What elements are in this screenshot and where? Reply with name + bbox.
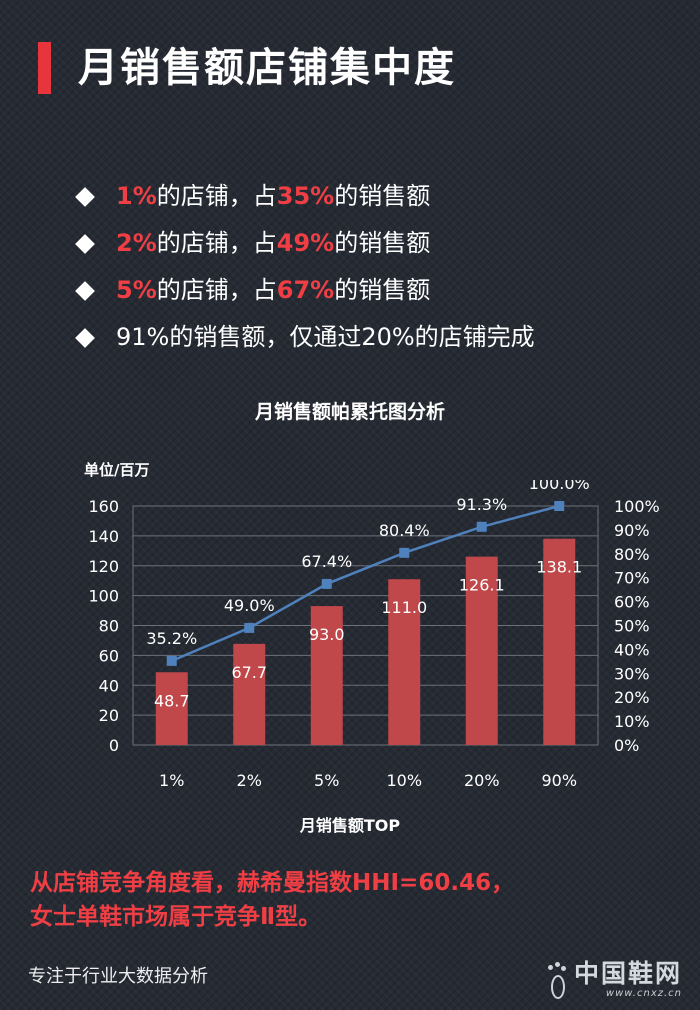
bullet-text: 的销售额 bbox=[334, 276, 431, 304]
chart-title: 月销售额帕累托图分析 bbox=[254, 401, 445, 423]
y2-tick-label: 20% bbox=[614, 688, 650, 707]
y-tick-label: 20 bbox=[99, 706, 119, 725]
y-tick-label: 120 bbox=[88, 557, 119, 576]
highlight-value: 35% bbox=[276, 182, 335, 210]
bar-data-label: 126.1 bbox=[459, 576, 505, 595]
x-tick-label: 1% bbox=[159, 771, 184, 790]
logo-url: www.cnxz.cn bbox=[605, 988, 682, 999]
y2-tick-label: 10% bbox=[614, 712, 650, 731]
x-tick-label: 20% bbox=[464, 771, 500, 790]
bar bbox=[233, 643, 266, 745]
bar bbox=[388, 579, 421, 745]
y-tick-label: 160 bbox=[88, 497, 119, 516]
y2-tick-label: 60% bbox=[614, 593, 650, 612]
line-data-label: 91.3% bbox=[456, 495, 507, 514]
highlight-value: 5% bbox=[116, 276, 157, 304]
conclusion-text: 从店铺竞争角度看，赫希曼指数HHI=60.46， 女士单鞋市场属于竞争Ⅱ型。 bbox=[30, 866, 514, 934]
list-item: 5% 的店铺，占 67% 的销售额 bbox=[72, 267, 535, 314]
diamond-bullet-icon bbox=[75, 186, 95, 207]
bullet-text: 的店铺，占 bbox=[156, 276, 277, 304]
bullet-text: 的销售额 bbox=[334, 182, 431, 210]
line-marker bbox=[244, 622, 255, 633]
highlight-value: 67% bbox=[276, 276, 335, 304]
title-accent-bar bbox=[38, 42, 51, 94]
line-data-label: 80.4% bbox=[379, 521, 430, 540]
y2-tick-label: 70% bbox=[614, 569, 650, 588]
plot-area-border bbox=[132, 505, 599, 746]
line-marker bbox=[399, 547, 410, 558]
x-tick-label: 10% bbox=[386, 771, 422, 790]
y-tick-label: 140 bbox=[88, 527, 119, 546]
cumulative-line bbox=[171, 504, 560, 663]
y2-tick-label: 40% bbox=[614, 640, 650, 659]
list-item: 2% 的店铺，占 49% 的销售额 bbox=[72, 220, 535, 267]
y-tick-label: 80 bbox=[99, 617, 119, 636]
y2-tick-label: 100% bbox=[614, 497, 660, 516]
bar bbox=[310, 606, 343, 745]
diamond-bullet-icon bbox=[75, 233, 95, 254]
highlight-value: 1% bbox=[116, 182, 157, 210]
y-tick-label: 40 bbox=[99, 676, 119, 695]
conclusion-line: 从店铺竞争角度看，赫希曼指数HHI=60.46， bbox=[30, 870, 515, 896]
diamond-bullet-icon bbox=[75, 280, 95, 301]
y-tick-label: 100 bbox=[88, 587, 119, 606]
key-findings-list: 1% 的店铺，占 35% 的销售额 2% 的店铺，占 49% 的销售额 5% 的店铺，占 67%… bbox=[72, 173, 535, 361]
highlight-value: 49% bbox=[276, 229, 335, 257]
bullet-text: 91%的销售额，仅通过20%的店铺完成 bbox=[116, 323, 535, 351]
brand-logo: 中国鞋网 www.cnxz.cn bbox=[546, 960, 682, 999]
footer-slogan: 专注于行业大数据分析 bbox=[28, 966, 208, 987]
line-marker bbox=[321, 578, 332, 589]
bar-data-label: 111.0 bbox=[381, 598, 427, 617]
y-tick-label: 60 bbox=[99, 646, 119, 665]
bar-data-label: 93.0 bbox=[309, 625, 345, 644]
bar bbox=[465, 556, 498, 745]
bar-data-label: 67.7 bbox=[231, 663, 267, 682]
footprint-logo-icon bbox=[546, 961, 568, 999]
y-tick-label: 0 bbox=[109, 736, 119, 755]
line-data-label: 35.2% bbox=[146, 629, 197, 648]
list-item: 1% 的店铺，占 35% 的销售额 bbox=[72, 173, 535, 220]
bullet-text: 的销售额 bbox=[334, 229, 431, 257]
bullet-text: 的店铺，占 bbox=[156, 182, 277, 210]
y2-tick-label: 90% bbox=[614, 521, 650, 540]
y2-tick-label: 0% bbox=[614, 736, 639, 755]
x-axis-title: 月销售额TOP bbox=[299, 816, 401, 835]
y-axis-unit-label: 单位/百万 bbox=[84, 461, 150, 479]
bar-data-label: 138.1 bbox=[536, 558, 582, 577]
bar bbox=[155, 672, 188, 745]
x-tick-label: 5% bbox=[314, 771, 339, 790]
line-data-label: 49.0% bbox=[224, 596, 275, 615]
bar-data-label: 48.7 bbox=[154, 691, 190, 710]
line-data-label: 100.0% bbox=[529, 480, 590, 493]
y2-tick-label: 50% bbox=[614, 617, 650, 636]
highlight-value: 2% bbox=[116, 229, 157, 257]
list-item: 91%的销售额，仅通过20%的店铺完成 bbox=[72, 314, 535, 361]
x-tick-label: 2% bbox=[237, 771, 262, 790]
line-marker bbox=[166, 655, 177, 666]
line-marker bbox=[554, 501, 565, 511]
page-title: 月销售额店铺集中度 bbox=[78, 45, 456, 91]
bullet-text: 的店铺，占 bbox=[156, 229, 277, 257]
line-data-label: 67.4% bbox=[301, 552, 352, 571]
x-tick-label: 90% bbox=[541, 771, 577, 790]
bar bbox=[543, 538, 576, 745]
y2-tick-label: 80% bbox=[614, 545, 650, 564]
logo-name: 中国鞋网 bbox=[573, 959, 682, 988]
conclusion-line: 女士单鞋市场属于竞争Ⅱ型。 bbox=[30, 904, 322, 930]
y2-tick-label: 30% bbox=[614, 664, 650, 683]
pareto-chart: 0 20 40 60 80 100 120 140 160 0% 10% 20% 30% 40% 50% 60… bbox=[88, 480, 660, 790]
diamond-bullet-icon bbox=[75, 327, 95, 348]
line-marker bbox=[476, 521, 487, 532]
